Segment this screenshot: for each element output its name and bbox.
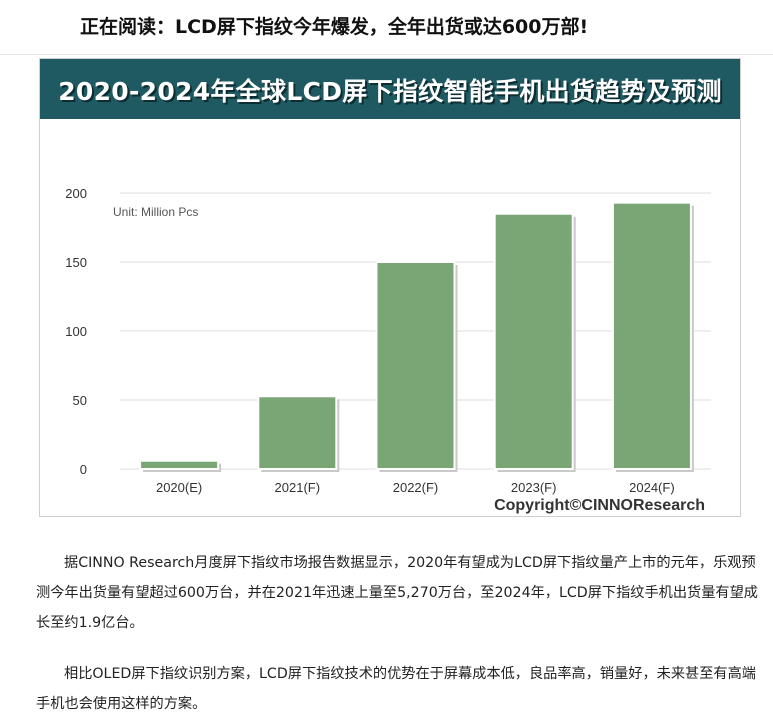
x-tick-label: 2022(F): [393, 480, 439, 495]
now-reading-title[interactable]: 正在阅读：LCD屏下指纹今年爆发，全年出货或达600万部!: [80, 16, 589, 38]
article-paragraph-2: 相比OLED屏下指纹识别方案，LCD屏下指纹技术的优势在于屏幕成本低，良品率高，…: [36, 666, 756, 713]
bar-chart: 0 50 100 150 200 Unit: Million Pcs 2020(E) 20…: [65, 186, 711, 514]
y-tick-label: 50: [73, 393, 87, 408]
bar-2023(F): [493, 212, 574, 470]
figure-banner-title: 2020-2024年全球LCD屏下指纹智能手机出货趋势及预测: [58, 77, 722, 106]
copyright-watermark: Copyright©CINNOResearch: [494, 497, 705, 514]
bar-2021(F): [257, 395, 338, 470]
x-tick-label: 2023(F): [511, 480, 557, 495]
y-tick-label: 100: [65, 324, 87, 339]
x-tick-label: 2021(F): [275, 480, 321, 495]
unit-label: Unit: Million Pcs: [113, 205, 198, 219]
bar-2020(E): [139, 459, 220, 471]
top-reading-bar: 正在阅读：LCD屏下指纹今年爆发，全年出货或达600万部!: [0, 0, 773, 55]
bar-2022(F): [375, 261, 456, 470]
y-tick-label: 150: [65, 255, 87, 270]
y-tick-label: 0: [80, 462, 87, 477]
article-paragraph-1: 据CINNO Research月度屏下指纹市场报告数据显示，2020年有望成为L…: [36, 555, 758, 632]
y-tick-label: 200: [65, 186, 87, 201]
chart-figure: 2020-2024年全球LCD屏下指纹智能手机出货趋势及预测 0 50 100 150…: [39, 58, 741, 517]
x-tick-label: 2024(F): [629, 480, 675, 495]
figure-banner: 2020-2024年全球LCD屏下指纹智能手机出货趋势及预测: [40, 59, 740, 119]
x-tick-label: 2020(E): [156, 480, 202, 495]
bar-2024(F): [611, 201, 692, 470]
